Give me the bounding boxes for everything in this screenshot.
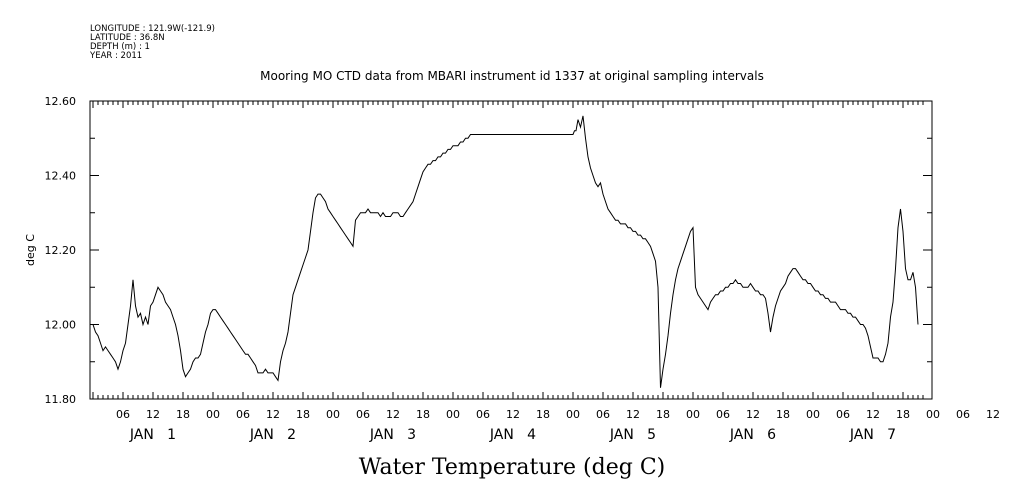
x-tick-label: 12 [746,408,760,421]
x-tick-label: 18 [416,408,430,421]
x-tick-label: 18 [776,408,790,421]
x-tick-label: 12 [146,408,160,421]
x-tick-label: 00 [806,408,820,421]
chart-title: Mooring MO CTD data from MBARI instrumen… [260,69,764,83]
plot-frame [89,100,933,400]
x-axis: 06 12 18 00 06 12 18 00 06 12 18 00 06 12 18 00 06 12 18 00… [92,101,1000,421]
meta-year: YEAR : 2011 [89,51,142,61]
x-tick-label: 12 [266,408,280,421]
meta-longitude: LONGITUDE : 121.9W(-121.9) [90,24,215,34]
x-tick-label: 18 [896,408,910,421]
x-tick-label: 18 [536,408,550,421]
x-tick-label: 12 [386,408,400,421]
x-tick-label: 00 [686,408,700,421]
x-tick-label: 00 [566,408,580,421]
x-tick-label: 00 [926,408,940,421]
x-tick-label: 00 [326,408,340,421]
x-axis-label: Water Temperature (deg C) [359,455,666,480]
meta-depth: DEPTH (m) : 1 [90,42,150,52]
day-label: JAN 1 [129,427,176,443]
x-tick-label: 06 [596,408,610,421]
x-tick-label: 06 [956,408,970,421]
day-label: JAN 3 [369,427,416,443]
y-axis-label: deg C [24,234,37,266]
x-tick-label: 06 [716,408,730,421]
y-tick-label: 12.60 [45,95,77,108]
y-tick-label: 12.40 [45,170,77,183]
x-tick-label: 06 [356,408,370,421]
x-tick-label: 18 [176,408,190,421]
x-tick-label: 12 [626,408,640,421]
x-tick-label: 12 [866,408,880,421]
x-tick-label: 06 [116,408,130,421]
meta-latitude: LATITUDE : 36.8N [90,33,165,43]
x-tick-label: 00 [446,408,460,421]
x-tick-label: 18 [656,408,670,421]
x-tick-label: 12 [986,408,1000,421]
y-tick-label: 12.00 [45,319,77,332]
day-label: JAN 2 [249,427,296,443]
metadata-header: LONGITUDE : 121.9W(-121.9) LATITUDE : 36… [89,24,215,61]
y-tick-label: 12.20 [45,244,77,257]
x-tick-label: 06 [476,408,490,421]
x-tick-label: 06 [236,408,250,421]
x-tick-label: 18 [296,408,310,421]
day-labels: JAN 1 JAN 2 JAN 3 JAN 4 JAN 5 JAN 6 JAN 7 [129,427,896,443]
y-tick-label: 11.80 [45,393,77,406]
day-label: JAN 6 [729,427,776,443]
x-tick-label: 00 [206,408,220,421]
water-temperature-line [92,115,919,388]
x-tick-label: 06 [836,408,850,421]
day-label: JAN 4 [489,427,536,443]
day-label: JAN 7 [849,427,896,443]
y-axis: 12.60 12.40 12.20 12.00 11.80 [45,95,932,406]
day-label: JAN 5 [609,427,656,443]
x-tick-label: 12 [506,408,520,421]
